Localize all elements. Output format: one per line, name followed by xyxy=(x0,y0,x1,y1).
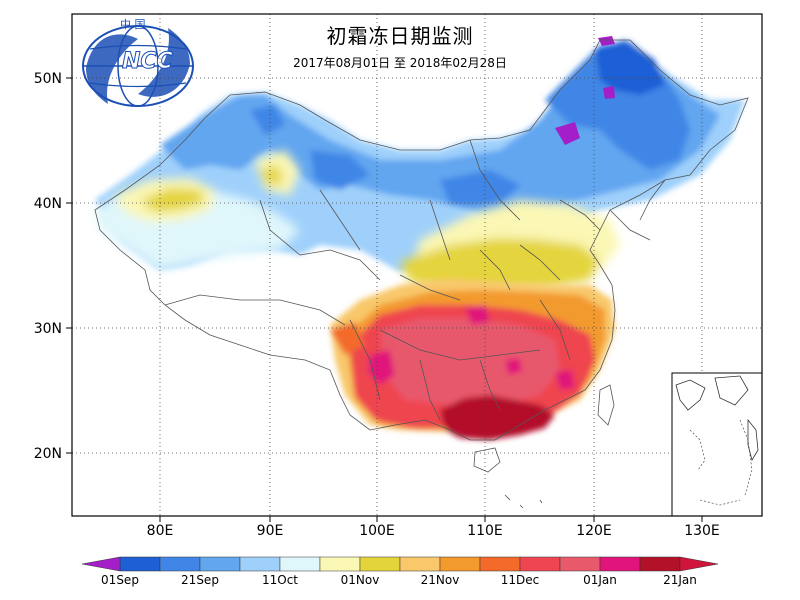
logo-ncc-text: NCC xyxy=(122,49,173,74)
map-title: 初霜冻日期监测 xyxy=(326,24,474,48)
legend-swatch xyxy=(599,556,641,572)
map-frame xyxy=(71,13,763,517)
lon-label-120e: 120E xyxy=(576,523,612,539)
legend-swatch xyxy=(399,556,441,572)
legend-label-11oct: 11Oct xyxy=(262,573,298,587)
lon-label-110e: 110E xyxy=(467,523,503,539)
legend-swatch xyxy=(279,556,321,572)
legend-swatch xyxy=(639,556,681,572)
legend-label-21sep: 21Sep xyxy=(181,573,219,587)
legend-swatch xyxy=(319,556,361,572)
northwest-pale-region xyxy=(95,150,300,270)
legend-label-21jan: 21Jan xyxy=(663,573,697,587)
central-yellow-band xyxy=(400,200,620,290)
legend-label-01sep: 01Sep xyxy=(101,573,139,587)
legend-swatch xyxy=(519,556,561,572)
southern-warm-region xyxy=(330,278,615,440)
legend-swatch xyxy=(199,556,241,572)
lat-label-30n: 30N xyxy=(34,321,62,337)
lon-label-90e: 90E xyxy=(257,523,284,539)
legend-left-arrow xyxy=(81,556,121,572)
legend: 01Sep 21Sep 11Oct 01Nov 21Nov 11Dec 01Ja… xyxy=(81,556,719,587)
lat-label-50n: 50N xyxy=(34,71,62,87)
legend-label-11dec: 11Dec xyxy=(501,573,540,587)
lon-label-100e: 100E xyxy=(359,523,395,539)
islands xyxy=(473,384,615,509)
lat-label-40n: 40N xyxy=(34,196,62,212)
lat-label-20n: 20N xyxy=(34,446,62,462)
logo-china-text: 中 国 xyxy=(120,18,146,31)
purple-spots xyxy=(555,36,615,145)
legend-label-01jan: 01Jan xyxy=(583,573,617,587)
date-range-subtitle: 2017年08月01日 至 2018年02月28日 xyxy=(293,56,507,70)
legend-swatch xyxy=(439,556,481,572)
lon-label-80e: 80E xyxy=(147,523,174,539)
legend-swatch xyxy=(359,556,401,572)
ncc-logo: NCC 中 国 xyxy=(82,18,194,107)
legend-swatch xyxy=(559,556,601,572)
legend-swatches xyxy=(119,556,681,572)
map-layers xyxy=(95,36,745,440)
boundary-lines xyxy=(94,39,749,441)
tick-marks xyxy=(66,77,703,522)
lon-label-130e: 130E xyxy=(684,523,720,539)
legend-swatch xyxy=(479,556,521,572)
legend-right-arrow xyxy=(679,556,719,572)
legend-swatch xyxy=(159,556,201,572)
legend-label-01nov: 01Nov xyxy=(341,573,380,587)
legend-swatch xyxy=(239,556,281,572)
south-china-sea-inset xyxy=(671,372,763,517)
legend-label-21nov: 21Nov xyxy=(421,573,460,587)
gridlines xyxy=(72,14,762,516)
legend-swatch xyxy=(119,556,161,572)
